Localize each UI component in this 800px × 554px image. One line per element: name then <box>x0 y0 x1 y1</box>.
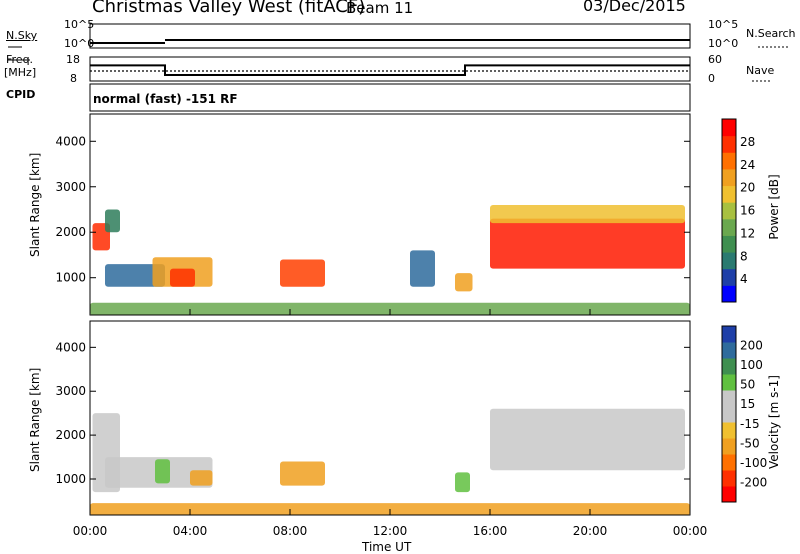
freq-box <box>89 56 691 82</box>
power-colorbar-tick: 12 <box>740 226 755 240</box>
power-ytick-label: 2000 <box>55 225 86 239</box>
x-tick-label: 12:00 <box>373 524 408 538</box>
velocity-echo-region <box>190 470 213 486</box>
nave-tick-bottom: 0 <box>708 72 715 85</box>
power-colorbar-segment <box>722 218 736 236</box>
power-ytick-label: 4000 <box>55 134 86 148</box>
velocity-echo-region <box>280 461 325 486</box>
cpid-label: CPID <box>6 88 36 101</box>
power-colorbar-tick: 28 <box>740 135 755 149</box>
velocity-echo-region <box>455 472 470 493</box>
power-colorbar-segment <box>722 202 736 220</box>
power-echo-region <box>455 273 473 292</box>
velocity-colorbar-segment <box>722 486 736 503</box>
x-tick-label: 00:00 <box>73 524 108 538</box>
velocity-colorbar-tick: -50 <box>740 436 760 450</box>
nsearch-label: N.Search <box>746 27 796 40</box>
velocity-colorbar-tick: -200 <box>740 475 767 489</box>
station-title: Christmas Valley West (fitACF) <box>92 0 366 17</box>
power-echo-region <box>490 218 685 269</box>
x-tick-label: 16:00 <box>473 524 508 538</box>
freq-tick-bottom: 8 <box>70 72 77 85</box>
nsky-tick-top: 10^5 <box>64 18 95 31</box>
velocity-ytick-label: 4000 <box>55 340 86 354</box>
power-echo-region <box>170 268 195 287</box>
nave-label: Nave <box>746 64 775 77</box>
power-echo-region <box>90 302 690 315</box>
freq-trace <box>90 64 690 76</box>
power-colorbar-segment <box>722 268 736 286</box>
nsky-label: N.Sky <box>6 29 38 42</box>
nsearch-tick-top: 10^5 <box>708 18 739 31</box>
freq-unit: [MHz] <box>4 66 37 79</box>
x-axis-title: Time UT <box>362 540 412 554</box>
power-colorbar-tick: 4 <box>740 272 748 286</box>
power-colorbar-segment <box>722 185 736 203</box>
power-echo-region <box>105 264 165 287</box>
x-tick-label: 20:00 <box>573 524 608 538</box>
velocity-colorbar-segment <box>722 358 736 375</box>
velocity-ytick-label: 1000 <box>55 472 86 486</box>
velocity-ytick-label: 2000 <box>55 428 86 442</box>
cpid-text: normal (fast) -151 RF <box>93 92 238 106</box>
power-colorbar-segment <box>722 285 736 303</box>
velocity-colorbar-segment <box>722 390 736 407</box>
power-colorbar-segment <box>722 119 736 137</box>
freq-tick-top: 18 <box>66 53 80 66</box>
velocity-colorbar-tick: -100 <box>740 456 767 470</box>
power-colorbar-segment <box>722 152 736 170</box>
velocity-colorbar-segment <box>722 438 736 455</box>
velocity-colorbar-segment <box>722 406 736 423</box>
beam-title: Beam 11 <box>346 0 414 17</box>
x-tick-label: 04:00 <box>173 524 208 538</box>
cpid-box <box>89 83 691 112</box>
power-colorbar-tick: 24 <box>740 158 755 172</box>
power-ytick-label: 1000 <box>55 271 86 285</box>
power-colorbar-tick: 16 <box>740 204 755 218</box>
x-tick-label: 08:00 <box>273 524 308 538</box>
velocity-colorbar-tick: 50 <box>740 378 755 392</box>
velocity-echo-region <box>155 459 170 484</box>
nave-tick-top: 60 <box>708 53 722 66</box>
power-colorbar-tick: 8 <box>740 249 748 263</box>
velocity-ytick-label: 3000 <box>55 384 86 398</box>
power-colorbar-segment <box>722 252 736 270</box>
velocity-colorbar-segment <box>722 342 736 359</box>
velocity-colorbar-tick: 100 <box>740 358 763 372</box>
velocity-colorbar-segment <box>722 326 736 343</box>
power-echo-region <box>410 250 435 287</box>
power-colorbar-segment <box>722 235 736 253</box>
velocity-colorbar-tick: 200 <box>740 339 763 353</box>
x-tick-label: 00:00 <box>673 524 708 538</box>
nsky-box <box>89 23 691 49</box>
power-colorbar-segment <box>722 135 736 153</box>
velocity-colorbar-segment <box>722 422 736 439</box>
velocity-colorbar-segment <box>722 374 736 391</box>
power-ytick-label: 3000 <box>55 180 86 194</box>
power-echo-region <box>105 209 120 233</box>
velocity-colorbar-segment <box>722 470 736 487</box>
nsky-tick-bottom: 10^0 <box>64 37 95 50</box>
velocity-colorbar-tick: -15 <box>740 417 760 431</box>
date-title: 03/Dec/2015 <box>583 0 686 15</box>
power-colorbar-frame <box>721 118 737 303</box>
velocity-colorbar-frame <box>721 325 737 503</box>
power-echo-region <box>490 204 685 224</box>
power-colorbar-tick: 20 <box>740 181 755 195</box>
power-echo-region <box>280 259 325 287</box>
velocity-colorbar-segment <box>722 454 736 471</box>
velocity-colorbar-tick: 15 <box>740 397 755 411</box>
power-colorbar-segment <box>722 168 736 187</box>
nsearch-tick-bottom: 10^0 <box>708 37 739 50</box>
velocity-echo-region <box>490 408 685 471</box>
